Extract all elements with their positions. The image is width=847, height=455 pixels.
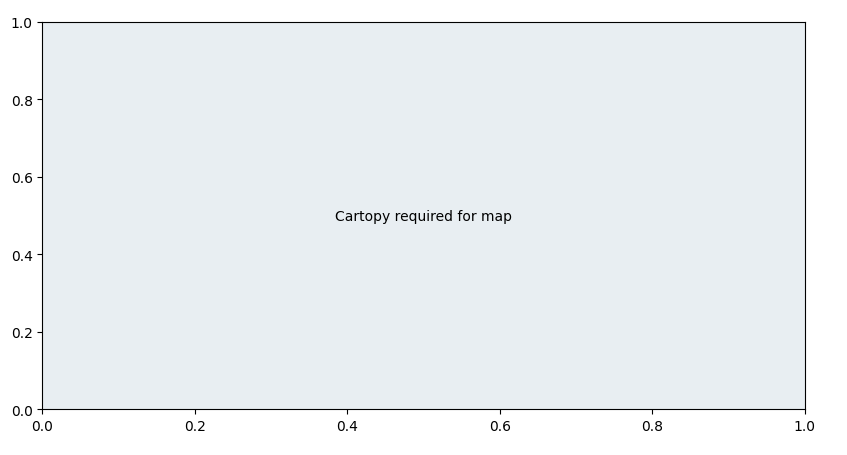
Text: Cartopy required for map: Cartopy required for map	[335, 209, 512, 223]
